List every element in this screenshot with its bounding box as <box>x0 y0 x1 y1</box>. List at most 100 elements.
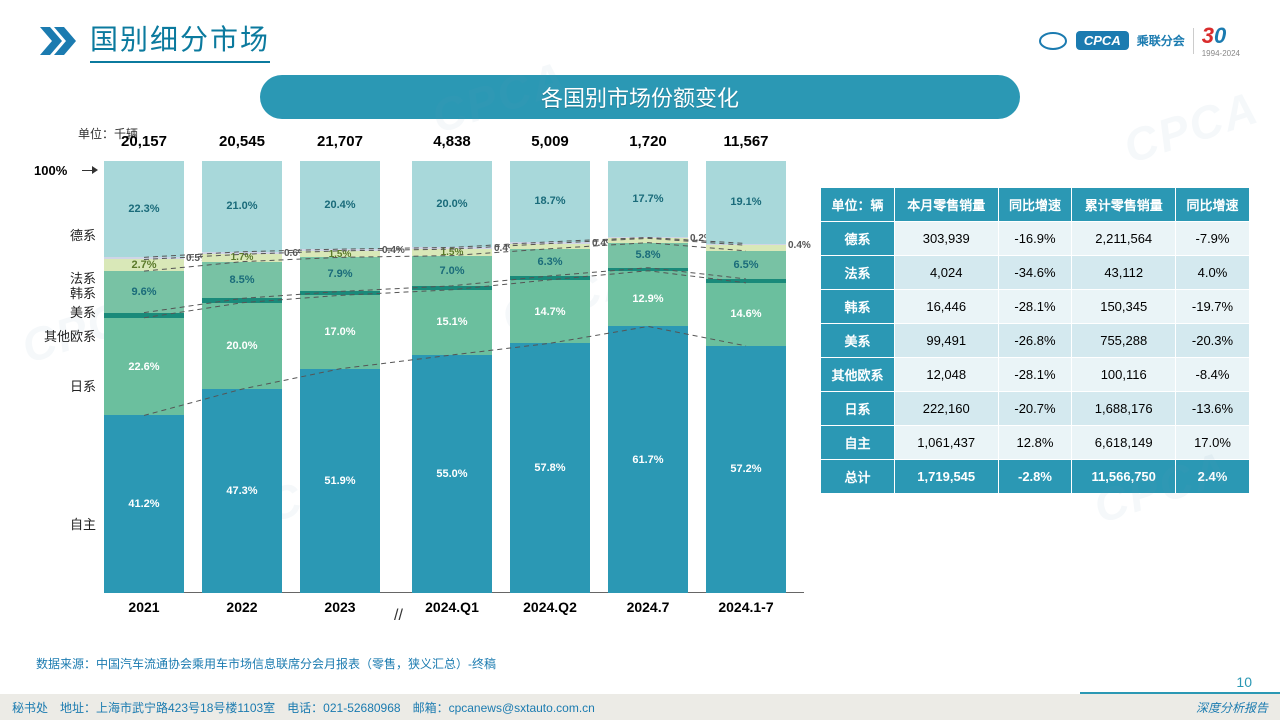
logo-text: 乘联分会 <box>1137 32 1185 49</box>
bar-total: 5,009 <box>510 133 590 150</box>
table-sum-row: 总计1,719,545-2.8%11,566,7502.4% <box>821 460 1250 494</box>
table-row-header: 美系 <box>821 324 895 358</box>
bar-segment: 7.9% <box>300 257 380 291</box>
table-col-header: 累计零售销量 <box>1072 188 1176 222</box>
bar-total: 4,838 <box>412 133 492 150</box>
table-cell: 1,688,176 <box>1072 392 1176 426</box>
chevron-icon <box>40 27 80 55</box>
table-cell: 43,112 <box>1072 256 1176 290</box>
table-cell: 16,446 <box>894 290 998 324</box>
table-col-header: 同比增速 <box>998 188 1072 222</box>
bar-column: 20,15722.3%0.5%2.7%9.6%22.6%41.2%2021 <box>104 141 184 593</box>
bar-segment: 7.0% <box>412 256 492 286</box>
table-cell: -7.9% <box>1176 222 1250 256</box>
table-cell: 4.0% <box>1176 256 1250 290</box>
table-cell: -34.6% <box>998 256 1072 290</box>
table-cell: 17.0% <box>1176 426 1250 460</box>
cpca-swoosh-icon <box>1038 30 1068 52</box>
bar-segment: 17.7% <box>608 161 688 237</box>
category-label: 其他欧系 <box>44 326 96 345</box>
bar-segment: 47.3% <box>202 389 282 593</box>
bar-segment: 20.0% <box>412 161 492 247</box>
table-row-header: 法系 <box>821 256 895 290</box>
bar-segment: 20.4% <box>300 161 380 249</box>
footer: 秘书处 地址：上海市武宁路423号18号楼1103室 电话：021-526809… <box>0 694 1280 720</box>
data-table: 单位：辆本月零售销量同比增速累计零售销量同比增速德系303,939-16.9%2… <box>820 187 1250 494</box>
bar-segment: 17.0% <box>300 295 380 368</box>
bar-total: 1,720 <box>608 133 688 150</box>
table-col-header: 同比增速 <box>1176 188 1250 222</box>
table-cell: 755,288 <box>1072 324 1176 358</box>
category-label: 韩系 <box>70 283 96 302</box>
table-row-header: 其他欧系 <box>821 358 895 392</box>
x-label: 2021 <box>104 599 184 615</box>
table-row: 法系4,024-34.6%43,1124.0% <box>821 256 1250 290</box>
table-row-header: 自主 <box>821 426 895 460</box>
bar-column: 4,83820.0%0.4%1.5%7.0%15.1%55.0%2024.Q1 <box>412 141 492 593</box>
bar-total: 21,707 <box>300 133 380 150</box>
bar-segment: 21.0% <box>202 161 282 252</box>
category-label: 日系 <box>70 376 96 395</box>
bar-segment: 18.7% <box>510 161 590 242</box>
table-cell: 100,116 <box>1072 358 1176 392</box>
table-cell: -28.1% <box>998 358 1072 392</box>
table-cell: 4,024 <box>894 256 998 290</box>
bar-segment: 61.7% <box>608 326 688 593</box>
bar-total: 11,567 <box>706 133 786 150</box>
table-row-header: 日系 <box>821 392 895 426</box>
table-cell: -26.8% <box>998 324 1072 358</box>
table-row: 美系99,491-26.8%755,288-20.3% <box>821 324 1250 358</box>
table-cell: -20.3% <box>1176 324 1250 358</box>
table-cell: 2,211,564 <box>1072 222 1176 256</box>
page-title: 国别细分市场 <box>90 18 270 63</box>
bar-column: 5,00918.7%0.4%6.3%14.7%57.8%2024.Q2 <box>510 141 590 593</box>
bar-column: 11,56719.1%0.4%6.5%14.6%57.2%2024.1-7 <box>706 141 786 593</box>
footer-contact: 秘书处 地址：上海市武宁路423号18号楼1103室 电话：021-526809… <box>12 699 595 716</box>
x-label: 2024.Q2 <box>510 599 590 615</box>
bar-segment: 57.8% <box>510 343 590 593</box>
table-cell: -8.4% <box>1176 358 1250 392</box>
bar-segment: 12.9% <box>608 271 688 327</box>
bar-column: 20,54521.0%0.6%1.7%8.5%20.0%47.3%2022 <box>202 141 282 593</box>
table-cell: 6,618,149 <box>1072 426 1176 460</box>
table-cell: 12.8% <box>998 426 1072 460</box>
chart-title: 各国别市场份额变化 <box>260 75 1020 119</box>
bar-segment: 1.7% <box>202 254 282 261</box>
category-label: 德系 <box>70 225 96 244</box>
bar-segment: 55.0% <box>412 355 492 593</box>
category-label: 美系 <box>70 302 96 321</box>
table-row: 日系222,160-20.7%1,688,176-13.6% <box>821 392 1250 426</box>
page-number: 10 <box>1236 674 1252 690</box>
x-label: 2023 <box>300 599 380 615</box>
table-row: 德系303,939-16.9%2,211,564-7.9% <box>821 222 1250 256</box>
x-label: 2024.1-7 <box>706 599 786 615</box>
bar-segment: 6.3% <box>510 249 590 276</box>
table-row-header: 韩系 <box>821 290 895 324</box>
table-cell: -28.1% <box>998 290 1072 324</box>
table-unit-header: 单位：辆 <box>821 188 895 222</box>
bar-segment: 57.2% <box>706 346 786 593</box>
x-label: 2024.7 <box>608 599 688 615</box>
table-cell: 222,160 <box>894 392 998 426</box>
table-row-header: 德系 <box>821 222 895 256</box>
table-cell: -13.6% <box>1176 392 1250 426</box>
table-row: 其他欧系12,048-28.1%100,116-8.4% <box>821 358 1250 392</box>
bar-segment: 22.3% <box>104 161 184 257</box>
logo-badge: CPCA <box>1076 31 1129 50</box>
bar-segment: 15.1% <box>412 290 492 355</box>
bar-segment: 8.5% <box>202 262 282 299</box>
chart-source: 数据来源：中国汽车流通协会乘用车市场信息联席分会月报表（零售，狭义汇总）-终稿 <box>36 655 496 672</box>
x-label: 2024.Q1 <box>412 599 492 615</box>
bar-segment: 6.5% <box>706 251 786 279</box>
header: 国别细分市场 CPCA 乘联分会 30 1994-2024 <box>0 0 1280 71</box>
table-cell: 99,491 <box>894 324 998 358</box>
bar-segment: 41.2% <box>104 415 184 593</box>
bar-segment: 22.6% <box>104 318 184 416</box>
y-axis-100: 100% <box>34 163 67 178</box>
bar-total: 20,545 <box>202 133 282 150</box>
logo-30-icon: 30 <box>1202 23 1227 48</box>
table-row: 自主1,061,43712.8%6,618,14917.0% <box>821 426 1250 460</box>
bar-column: 21,70720.4%0.4%1.5%7.9%17.0%51.9%2023 <box>300 141 380 593</box>
bar-segment: 14.7% <box>510 280 590 344</box>
bar-segment: 20.0% <box>202 303 282 389</box>
